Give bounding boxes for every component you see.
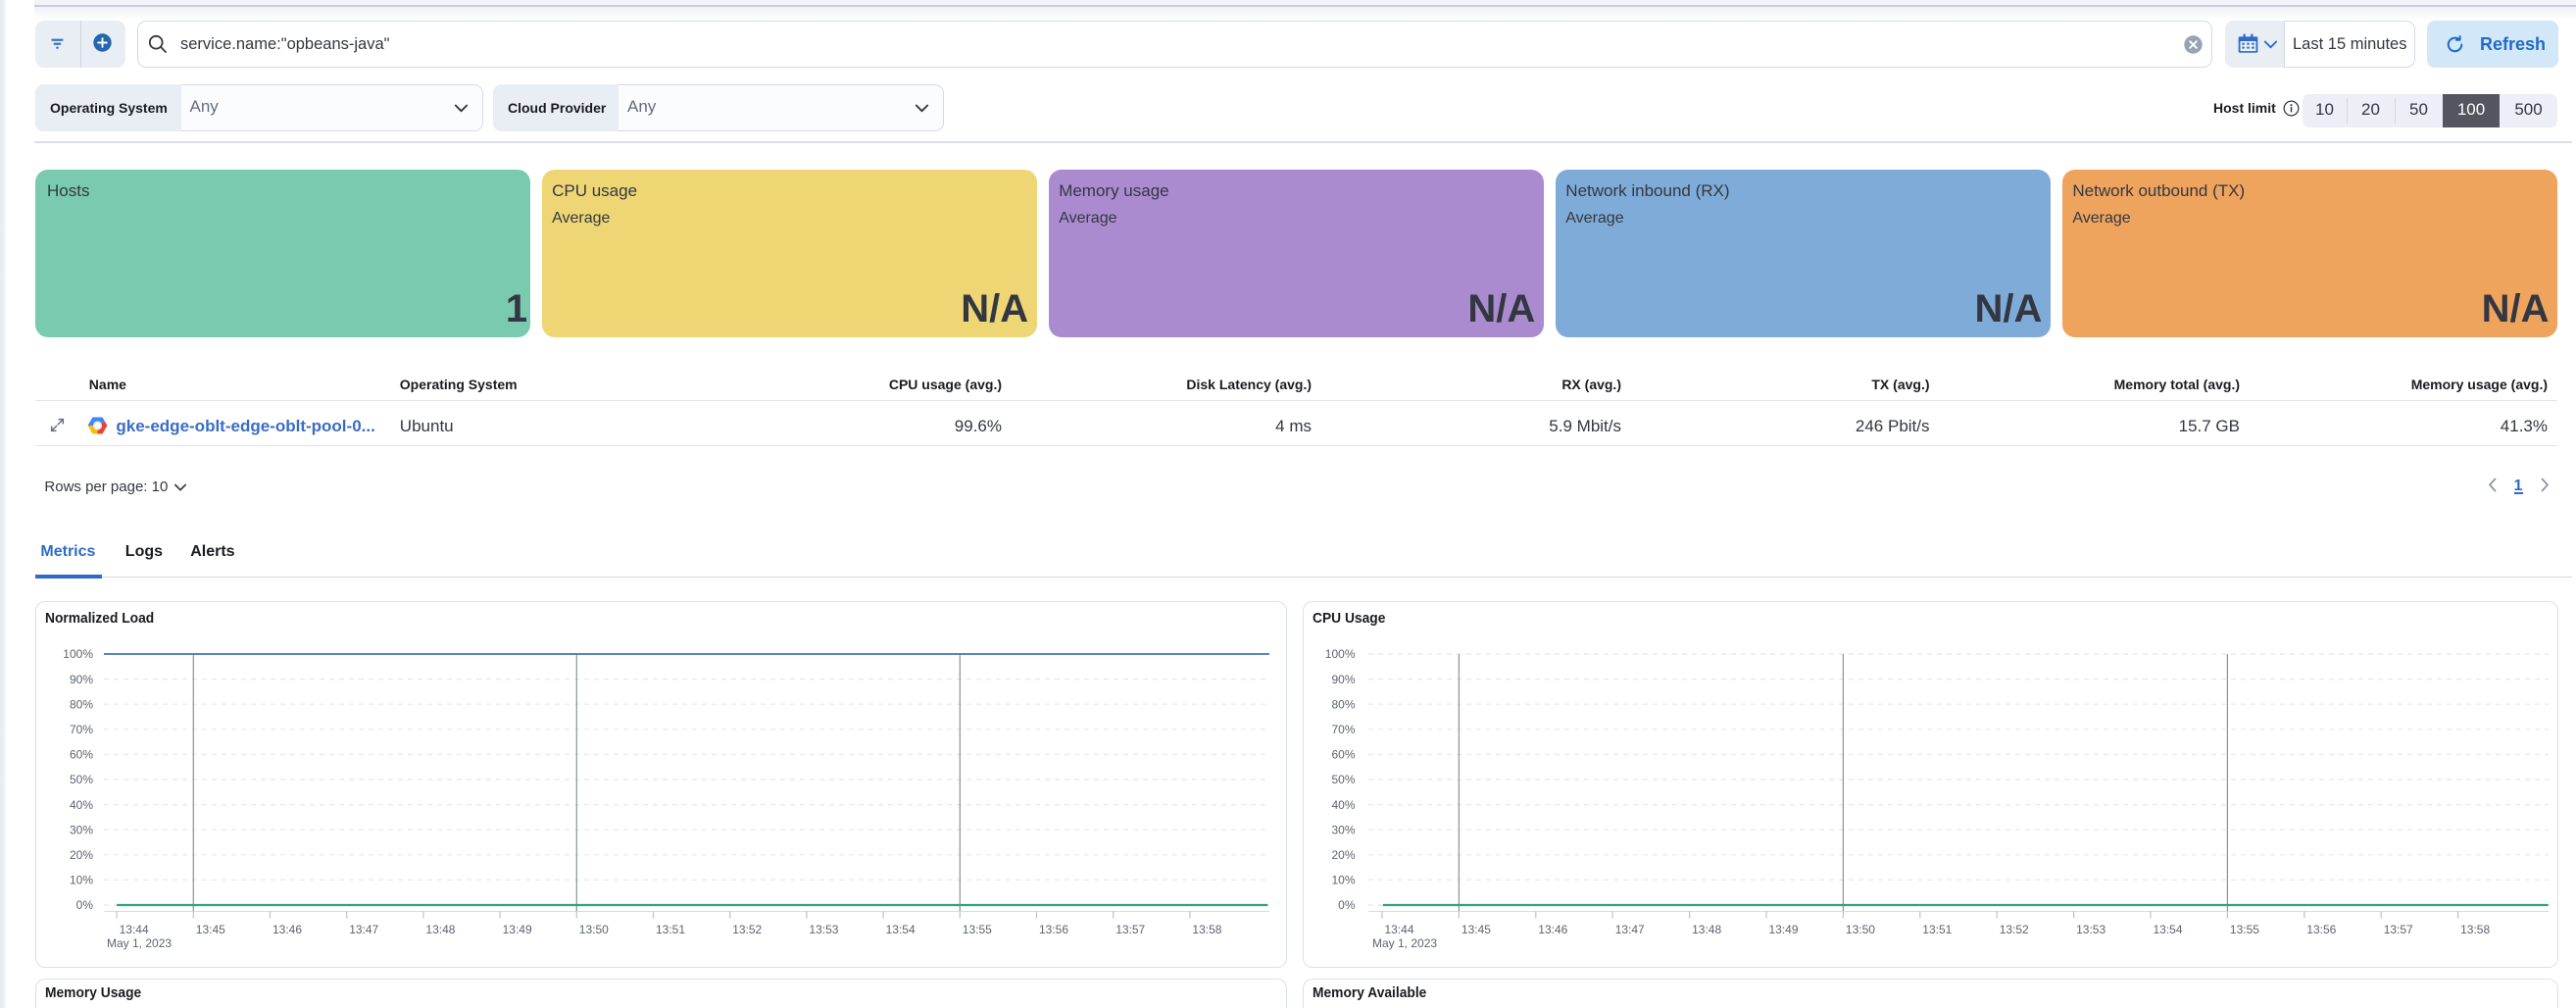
svg-text:13:51: 13:51 bbox=[656, 923, 685, 936]
svg-text:80%: 80% bbox=[1331, 697, 1355, 711]
svg-text:13:48: 13:48 bbox=[1692, 923, 1721, 936]
svg-text:70%: 70% bbox=[1331, 723, 1355, 736]
svg-text:13:52: 13:52 bbox=[2000, 923, 2029, 936]
svg-text:13:53: 13:53 bbox=[2076, 923, 2105, 936]
svg-text:100%: 100% bbox=[63, 647, 93, 661]
svg-text:13:58: 13:58 bbox=[1192, 923, 1221, 936]
svg-text:13:48: 13:48 bbox=[425, 923, 455, 936]
svg-text:90%: 90% bbox=[70, 673, 93, 686]
svg-text:40%: 40% bbox=[1331, 798, 1355, 812]
svg-text:13:49: 13:49 bbox=[503, 923, 532, 936]
svg-text:40%: 40% bbox=[70, 798, 93, 812]
svg-text:13:56: 13:56 bbox=[2306, 923, 2336, 936]
svg-text:13:57: 13:57 bbox=[1115, 923, 1145, 936]
svg-text:100%: 100% bbox=[1325, 647, 1356, 661]
svg-text:90%: 90% bbox=[1331, 673, 1355, 686]
svg-text:13:45: 13:45 bbox=[196, 923, 225, 936]
svg-text:13:58: 13:58 bbox=[2460, 923, 2490, 936]
svg-text:60%: 60% bbox=[70, 748, 93, 762]
svg-text:13:45: 13:45 bbox=[1461, 923, 1491, 936]
svg-text:80%: 80% bbox=[70, 697, 93, 711]
svg-text:13:54: 13:54 bbox=[2154, 923, 2183, 936]
svg-text:13:53: 13:53 bbox=[809, 923, 838, 936]
svg-text:13:44: 13:44 bbox=[1385, 923, 1414, 936]
svg-text:60%: 60% bbox=[1331, 748, 1355, 762]
svg-text:13:47: 13:47 bbox=[349, 923, 378, 936]
svg-text:13:46: 13:46 bbox=[272, 923, 302, 936]
svg-text:70%: 70% bbox=[70, 723, 93, 736]
svg-text:13:44: 13:44 bbox=[120, 923, 149, 936]
svg-text:20%: 20% bbox=[1331, 848, 1355, 862]
svg-text:30%: 30% bbox=[1331, 823, 1355, 836]
svg-text:0%: 0% bbox=[1338, 898, 1356, 912]
svg-text:50%: 50% bbox=[1331, 773, 1355, 786]
svg-text:13:55: 13:55 bbox=[963, 923, 992, 936]
svg-text:10%: 10% bbox=[70, 874, 93, 887]
svg-text:10%: 10% bbox=[1331, 874, 1355, 887]
svg-text:0%: 0% bbox=[76, 898, 94, 912]
svg-text:May 1, 2023: May 1, 2023 bbox=[1372, 936, 1437, 950]
svg-text:13:46: 13:46 bbox=[1538, 923, 1567, 936]
svg-text:13:52: 13:52 bbox=[732, 923, 762, 936]
svg-text:May 1, 2023: May 1, 2023 bbox=[107, 936, 172, 950]
svg-text:50%: 50% bbox=[70, 773, 93, 786]
svg-text:13:47: 13:47 bbox=[1615, 923, 1645, 936]
svg-text:13:49: 13:49 bbox=[1769, 923, 1799, 936]
svg-text:13:54: 13:54 bbox=[886, 923, 916, 936]
svg-text:13:51: 13:51 bbox=[1922, 923, 1952, 936]
svg-text:13:56: 13:56 bbox=[1039, 923, 1068, 936]
svg-text:13:50: 13:50 bbox=[579, 923, 609, 936]
svg-text:13:57: 13:57 bbox=[2384, 923, 2413, 936]
svg-text:20%: 20% bbox=[70, 848, 93, 862]
svg-text:30%: 30% bbox=[70, 823, 93, 836]
svg-text:13:55: 13:55 bbox=[2230, 923, 2259, 936]
svg-text:13:50: 13:50 bbox=[1846, 923, 1875, 936]
